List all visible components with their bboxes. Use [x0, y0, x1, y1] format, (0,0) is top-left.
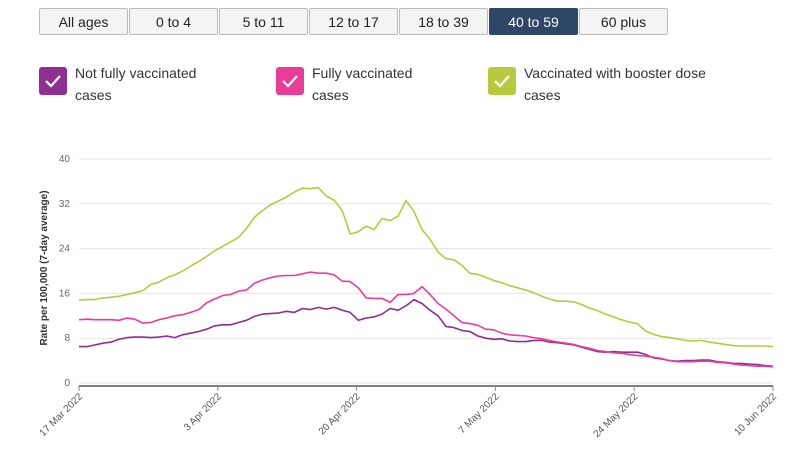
legend-label: Fully vaccinated cases — [312, 65, 413, 103]
grid-lines — [79, 158, 773, 384]
x-tick-label: 24 May 2022 — [592, 391, 641, 440]
x-tick-label: 3 Apr 2022 — [182, 391, 224, 433]
tab-40-to-59[interactable]: 40 to 59 — [489, 8, 578, 35]
y-tick-label: 0 — [64, 378, 70, 389]
series-line — [78, 186, 774, 348]
check-icon[interactable] — [276, 67, 304, 95]
series-line — [78, 271, 774, 368]
series-lines — [78, 186, 774, 368]
legend-fully-vaccinated[interactable]: Fully vaccinated cases — [276, 62, 412, 106]
x-tick-label: 10 Jun 2022 — [732, 391, 779, 438]
legend-not-fully-vaccinated[interactable]: Not fully vaccinated cases — [39, 62, 196, 106]
x-axis-ticks: 17 Mar 2022 3 Apr 2022 20 Apr 2022 7 May 20… — [38, 386, 779, 440]
tab-60-plus[interactable]: 60 plus — [579, 8, 668, 35]
y-tick-label: 32 — [59, 199, 71, 210]
chart-legend: Not fully vaccinated cases Fully vaccinat… — [39, 62, 799, 108]
legend-label: Not fully vaccinated cases — [75, 65, 197, 103]
tab-0-to-4[interactable]: 0 to 4 — [129, 8, 218, 35]
tab-12-to-17[interactable]: 12 to 17 — [309, 8, 398, 35]
y-tick-label: 8 — [64, 333, 70, 344]
x-tick-label: 20 Apr 2022 — [317, 391, 363, 437]
legend-label: Vaccinated with booster dose cases — [524, 65, 706, 103]
y-axis-ticks: 0 8 16 24 32 40 — [59, 154, 71, 389]
y-tick-label: 40 — [59, 154, 71, 165]
y-tick-label: 16 — [59, 288, 71, 299]
check-icon[interactable] — [39, 67, 67, 95]
x-tick-label: 7 May 2022 — [457, 391, 502, 436]
y-tick-label: 24 — [59, 244, 71, 255]
tab-5-to-11[interactable]: 5 to 11 — [219, 8, 308, 35]
series-line — [79, 298, 774, 367]
tab-18-to-39[interactable]: 18 to 39 — [399, 8, 488, 35]
age-tabs: All ages 0 to 4 5 to 11 12 to 17 18 to 3… — [39, 8, 669, 35]
tab-all-ages[interactable]: All ages — [39, 8, 128, 35]
y-axis-label: Rate per 100,000 (7-day average) — [39, 190, 50, 345]
check-icon[interactable] — [488, 67, 516, 95]
legend-booster[interactable]: Vaccinated with booster dose cases — [488, 62, 706, 106]
x-tick-label: 17 Mar 2022 — [38, 391, 86, 439]
